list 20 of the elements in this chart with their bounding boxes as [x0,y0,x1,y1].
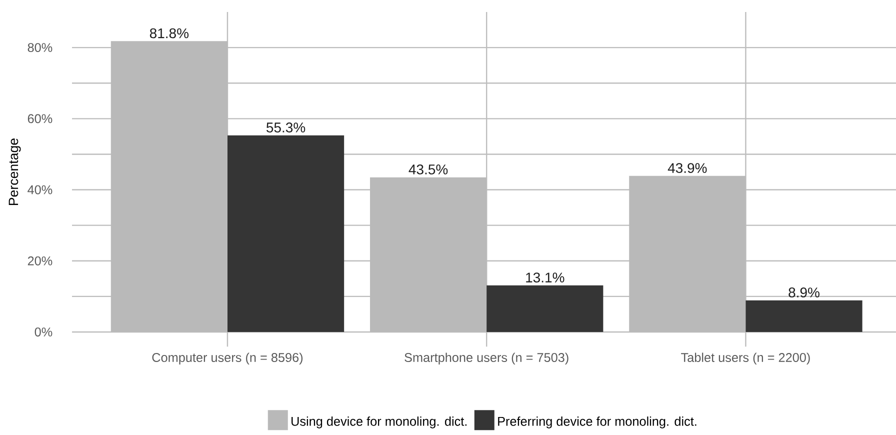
y-tick-label: 20% [28,256,52,266]
bar [486,285,604,332]
y-tick-label: 80% [28,43,52,52]
data-label: 43.9% [668,163,707,173]
legend-label: Preferring device for monoling. dict. [498,416,696,428]
data-label: 43.5% [408,164,448,174]
data-label: 13.1% [526,272,564,282]
bar [746,300,862,332]
x-tick-label: Tablet users (n = 2200) [681,352,810,364]
y-tick-label: 40% [28,185,52,194]
legend-label: Using device for monoling. dict. [292,416,467,428]
y-tick-label: 0% [34,328,52,336]
x-tick-label: Computer users (n = 8596) [152,352,303,365]
data-label: 55.3% [266,122,306,132]
data-label: 81.8% [150,28,189,38]
data-label: 8.9% [788,288,820,298]
x-tick-label: Smartphone users (n = 7503) [404,352,568,365]
y-tick-label: 60% [28,114,52,124]
y-axis-title: Percentage [8,138,21,206]
bar [227,135,344,332]
